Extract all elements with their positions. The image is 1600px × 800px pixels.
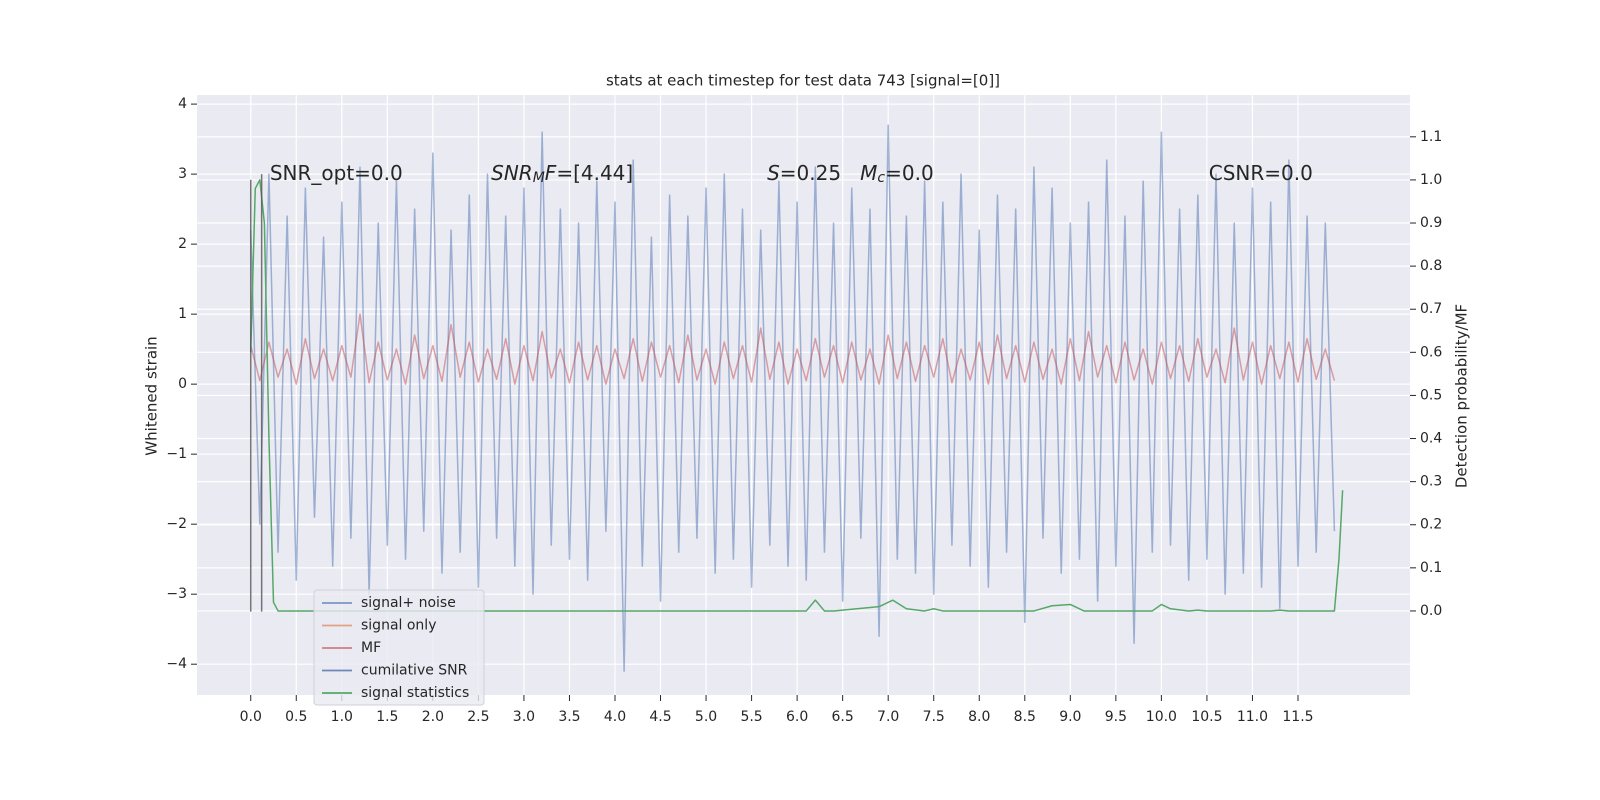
series-line: [250, 313, 1336, 385]
annotation-part: c: [877, 170, 885, 186]
x-tick-label: 6.0: [786, 709, 808, 725]
annotation: CSNR=0.0: [1209, 161, 1313, 185]
y2-tick-label: 0.3: [1420, 474, 1442, 490]
legend-label: MF: [361, 640, 381, 656]
annotation-part: F: [545, 161, 557, 185]
series-line: [249, 124, 1336, 672]
y2-tick-label: 0.1: [1420, 560, 1442, 576]
x-tick-label: 6.5: [832, 709, 854, 725]
annotation: S=0.25 Mc=0.0: [767, 161, 934, 187]
y-tick-label: 3: [178, 166, 187, 182]
annotation-part: SNR: [491, 161, 533, 185]
x-tick-label: 7.0: [877, 709, 899, 725]
annotation-part: SNR_opt=0.0: [270, 161, 403, 185]
legend-label: signal only: [361, 618, 436, 634]
annotation-part: M: [860, 161, 877, 185]
y-tick-label: 4: [178, 96, 187, 112]
x-tick-label: 1.5: [376, 709, 398, 725]
x-tick-label: 3.0: [513, 709, 535, 725]
y2-tick-label: 0.9: [1420, 215, 1442, 231]
x-tick-label: 7.5: [923, 709, 945, 725]
y-axis-label: Whitened strain: [143, 336, 161, 455]
y-tick-label: −3: [166, 586, 187, 602]
legend-label: signal+ noise: [361, 595, 456, 611]
x-tick-label: 4.0: [604, 709, 626, 725]
annotation-part: =0.25: [780, 161, 860, 185]
x-tick-label: 2.0: [422, 709, 444, 725]
y2-tick-label: 0.2: [1420, 517, 1442, 533]
legend-box: [313, 589, 485, 706]
x-tick-label: 5.0: [695, 709, 717, 725]
chart-title: stats at each timestep for test data 743…: [606, 72, 1000, 90]
y-tick-label: 0: [178, 376, 187, 392]
y2-tick-label: 0.6: [1420, 344, 1442, 360]
x-tick-label: 11.5: [1282, 709, 1313, 725]
y2-axis-label: Detection probability/MF: [1453, 304, 1471, 488]
y-tick-label: −2: [166, 516, 187, 532]
y2-tick-label: 0.5: [1420, 387, 1442, 403]
y2-tick-label: 1.0: [1420, 172, 1442, 188]
x-tick-label: 0.5: [285, 709, 307, 725]
x-tick-label: 8.5: [1014, 709, 1036, 725]
annotation: SNR_opt=0.0: [270, 161, 403, 185]
x-tick-label: 4.5: [649, 709, 671, 725]
annotation-part: =[4.44]: [556, 161, 633, 185]
annotation-part: S: [767, 161, 780, 185]
x-tick-label: 5.5: [740, 709, 762, 725]
x-tick-label: 10.5: [1191, 709, 1222, 725]
y2-tick-label: 0.4: [1420, 431, 1442, 447]
x-tick-label: 9.0: [1059, 709, 1081, 725]
y2-tick-label: 1.1: [1420, 129, 1442, 145]
annotation-part: M: [533, 170, 545, 186]
x-tick-label: 0.0: [240, 709, 262, 725]
y-tick-label: 1: [178, 306, 187, 322]
annotation-part: CSNR=0.0: [1209, 161, 1313, 185]
annotation-part: =0.0: [885, 161, 934, 185]
y2-tick-label: 0.8: [1420, 258, 1442, 274]
x-tick-label: 3.5: [558, 709, 580, 725]
y2-tick-label: 0.7: [1420, 301, 1442, 317]
x-tick-label: 1.0: [331, 709, 353, 725]
y-tick-label: −4: [166, 656, 187, 672]
legend-label: cumilative SNR: [361, 663, 468, 679]
x-tick-label: 8.0: [968, 709, 990, 725]
series-line: [249, 179, 1344, 612]
annotation: SNRMF=[4.44]: [491, 161, 633, 187]
x-tick-label: 10.0: [1146, 709, 1177, 725]
y2-tick-label: 0.0: [1420, 603, 1442, 619]
x-tick-label: 9.5: [1105, 709, 1127, 725]
x-tick-label: 2.5: [467, 709, 489, 725]
y-tick-label: −1: [166, 446, 187, 462]
y-tick-label: 2: [178, 236, 187, 252]
legend-label: signal statistics: [361, 685, 469, 701]
x-tick-label: 11.0: [1237, 709, 1268, 725]
